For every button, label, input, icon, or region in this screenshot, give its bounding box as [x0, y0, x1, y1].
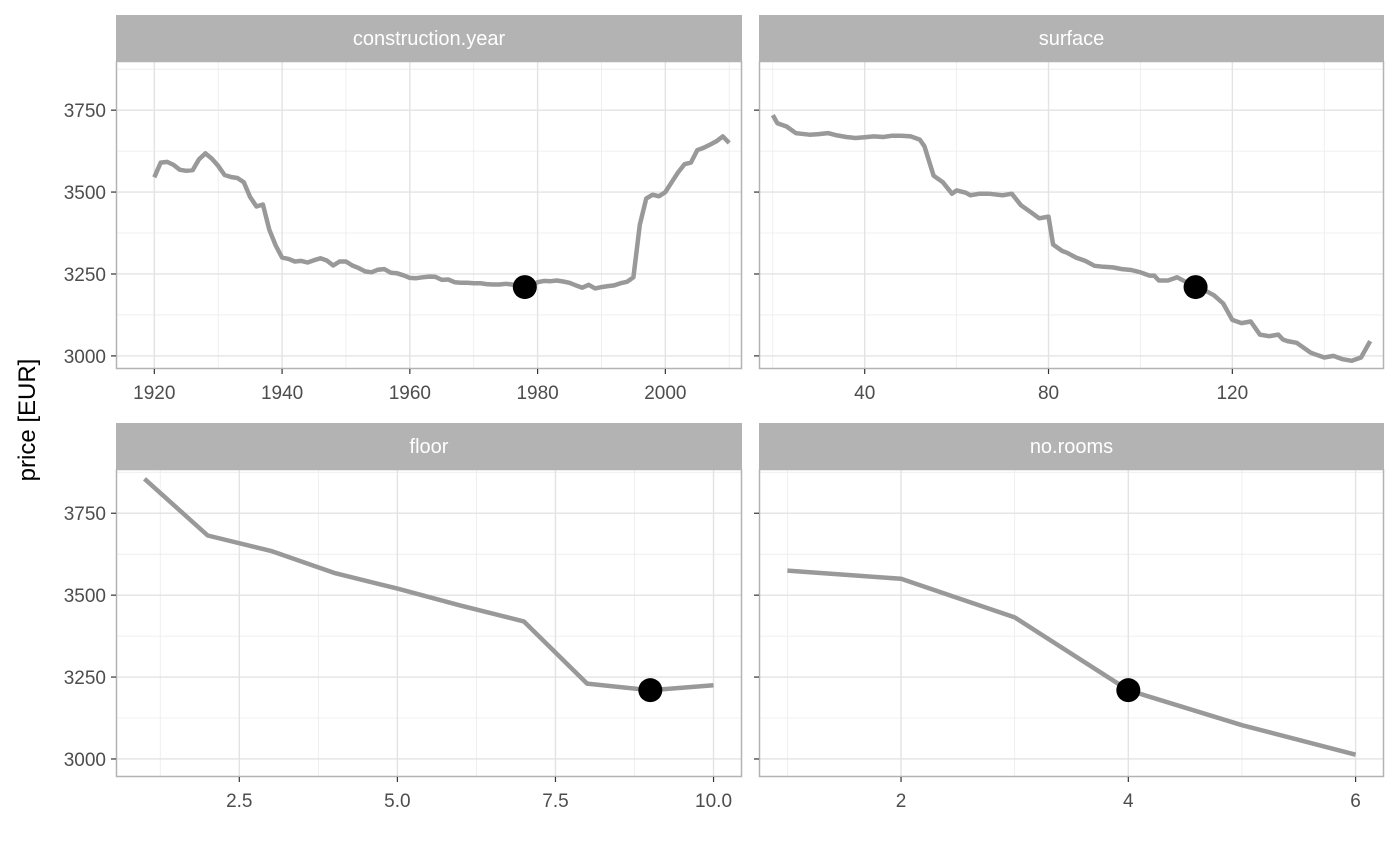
- facet-panel-surface: surface 40 80 120: [754, 15, 1385, 404]
- observation-point: [638, 678, 663, 703]
- panel-border: [758, 60, 1385, 370]
- x-tick-label: 80: [1038, 383, 1059, 404]
- facet-strip: [116, 423, 742, 469]
- x-tick-label: 1980: [516, 383, 558, 404]
- x-tick-label: 10.0: [695, 791, 732, 812]
- facet-panel-floor: floor 2.5 5.0 7.5 10.0 3000 3250 3500 3750: [64, 423, 743, 812]
- x-tick-label: 4: [1123, 791, 1134, 812]
- x-tick-label: 2.5: [226, 791, 252, 812]
- panel-border: [115, 60, 743, 370]
- facet-strip-label: construction.year: [353, 28, 506, 50]
- y-tick-label: 3250: [64, 265, 106, 286]
- x-tick-label: 1920: [133, 383, 175, 404]
- x-tick-label: 2000: [644, 383, 686, 404]
- panel-background: [116, 61, 742, 369]
- x-tick-label: 40: [854, 383, 875, 404]
- facet-strip: [116, 15, 742, 61]
- panel-background: [759, 469, 1384, 777]
- facet-strip: [759, 423, 1384, 469]
- observation-point: [1183, 275, 1208, 300]
- x-tick-label: 2: [896, 791, 907, 812]
- x-tick-label: 5.0: [384, 791, 410, 812]
- facet-panel-construction-year: construction.year 1920 1940 1960 1980 2000 300…: [64, 15, 743, 404]
- x-tick-label: 1940: [261, 383, 303, 404]
- panel-border: [115, 468, 743, 778]
- y-tick-label: 3750: [64, 504, 106, 525]
- y-tick-label: 3750: [64, 101, 106, 122]
- observation-point: [1116, 678, 1141, 703]
- facet-strip: [759, 15, 1384, 61]
- series-line: [142, 477, 714, 693]
- facet-panel-no-rooms: no.rooms 2 4 6: [754, 423, 1385, 812]
- y-tick-label: 3250: [64, 668, 106, 689]
- panel-background: [759, 61, 1384, 369]
- panel-border: [758, 468, 1385, 778]
- x-tick-label: 1960: [389, 383, 431, 404]
- x-tick-label: 6: [1350, 791, 1361, 812]
- series-line: [787, 568, 1357, 757]
- facet-strip-label: floor: [410, 436, 449, 458]
- x-tick-label: 7.5: [542, 791, 568, 812]
- y-tick-label: 3000: [64, 750, 106, 771]
- facet-strip-label: surface: [1039, 28, 1105, 50]
- y-tick-label: 3000: [64, 347, 106, 368]
- observation-point: [512, 275, 537, 300]
- series-line: [770, 113, 1373, 364]
- series-line: [152, 134, 731, 291]
- y-tick-label: 3500: [64, 586, 106, 607]
- facet-strip-label: no.rooms: [1030, 436, 1113, 458]
- x-tick-label: 120: [1216, 383, 1248, 404]
- y-tick-label: 3500: [64, 183, 106, 204]
- panel-background: [116, 469, 742, 777]
